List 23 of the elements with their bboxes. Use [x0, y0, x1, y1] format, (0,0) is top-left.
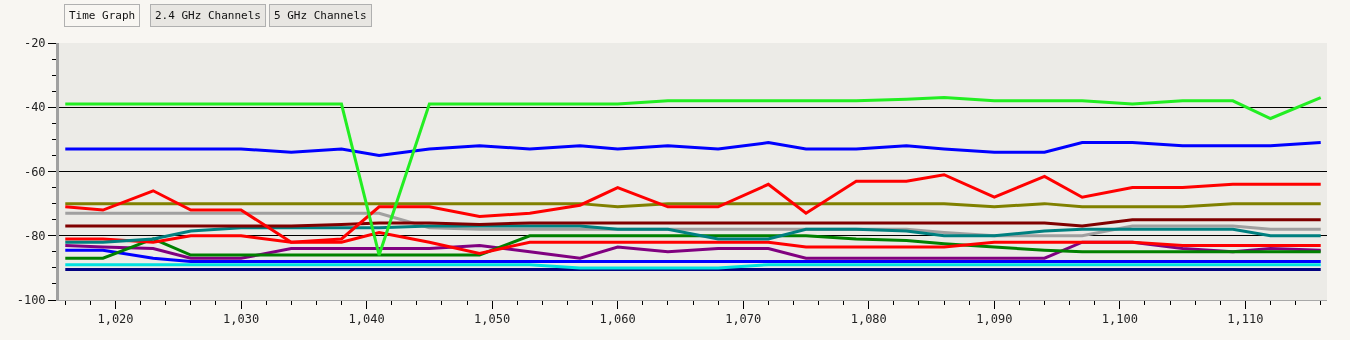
x-tick-label: 1,020	[97, 312, 134, 327]
line-series	[63, 96, 1323, 257]
y-tick-label: -40	[23, 100, 46, 115]
y-tick-label: -60	[23, 164, 46, 179]
line-series	[63, 224, 1323, 244]
text: Time Graph	[69, 9, 136, 22]
line-series	[63, 141, 1323, 157]
x-tick-label: 1,070	[725, 312, 762, 327]
x-tick-label: 1,090	[976, 312, 1013, 327]
y-tick-label: -20	[23, 36, 46, 51]
text: 2.4 GHz Channels	[155, 9, 261, 22]
x-tick-label: 1,060	[599, 312, 636, 327]
y-tick-label: -100	[16, 293, 46, 308]
x-tick-label: 1,110	[1227, 312, 1264, 327]
x-tick-label: 1,050	[474, 312, 511, 327]
y-tick-label: -80	[23, 228, 46, 243]
x-tick-label: 1,030	[222, 312, 260, 327]
text: 5 GHz Channels	[274, 9, 367, 22]
x-tick-label: 1,040	[348, 312, 385, 327]
line-series	[63, 234, 1323, 260]
x-tick-label: 1,080	[850, 312, 887, 327]
x-tick-label: 1,100	[1101, 312, 1138, 327]
line-series	[63, 218, 1323, 228]
